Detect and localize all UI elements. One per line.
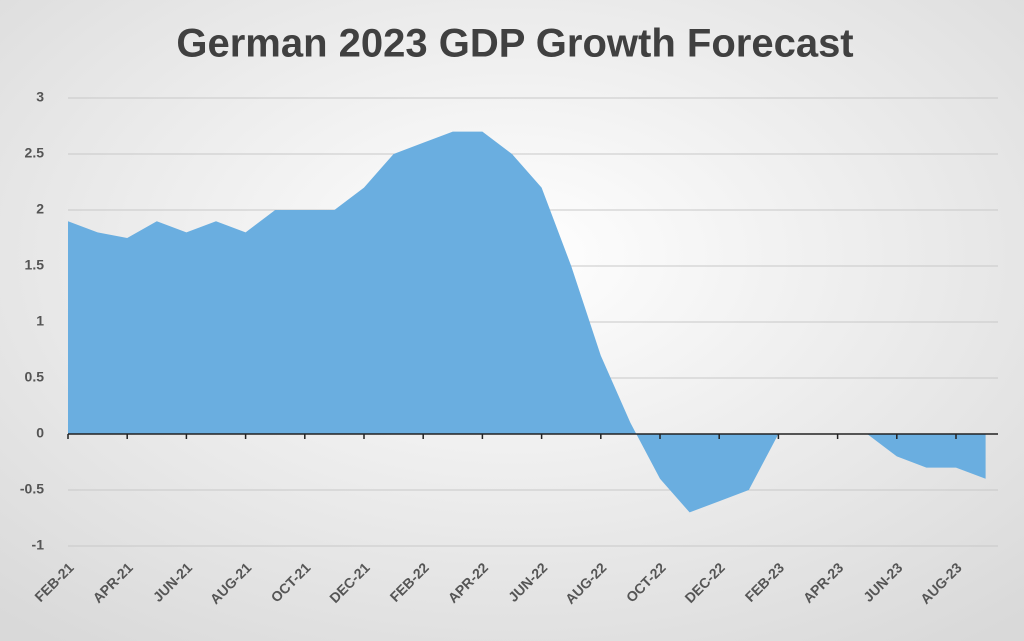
y-tick-label: 3	[36, 89, 44, 105]
y-tick-label: -0.5	[20, 481, 44, 497]
y-tick-label: 1	[36, 313, 44, 329]
y-tick-label: -1	[32, 537, 45, 553]
y-tick-label: 1.5	[25, 257, 45, 273]
area	[68, 131, 986, 513]
y-tick-label: 2	[36, 201, 44, 217]
y-tick-label: 0.5	[25, 369, 45, 385]
chart-title: German 2023 GDP Growth Forecast	[176, 22, 853, 66]
y-tick-label: 2.5	[25, 145, 45, 161]
y-tick-label: 0	[36, 425, 44, 441]
